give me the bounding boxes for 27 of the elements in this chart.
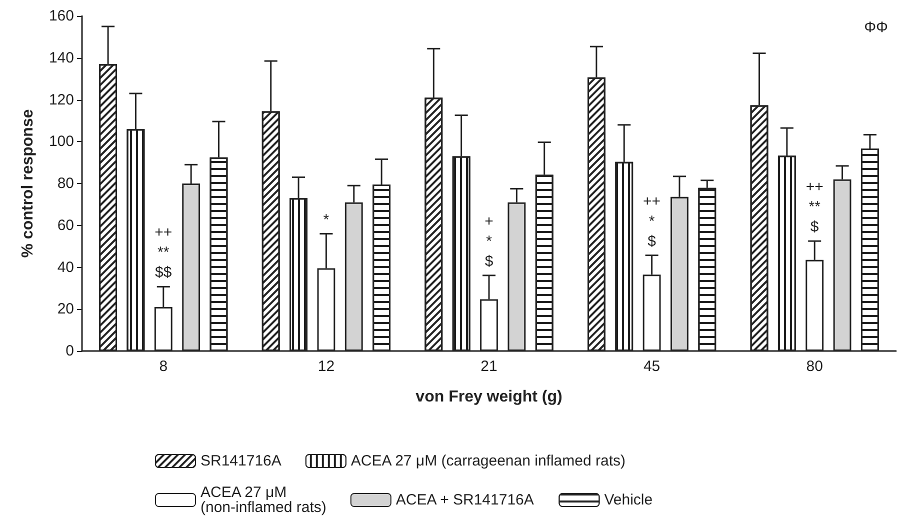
y-tick-label: 160 xyxy=(48,8,74,24)
annotation: ++ * $ xyxy=(643,192,661,250)
x-axis-title: von Frey weight (g) xyxy=(416,388,562,406)
x-tick-label: 80 xyxy=(806,358,823,375)
legend-label: ACEA + SR141716A xyxy=(396,492,534,508)
legend-label: ACEA 27 μM (non-inflamed rats) xyxy=(200,484,326,516)
y-tick-label: 140 xyxy=(48,49,74,66)
annotation: * xyxy=(323,211,330,228)
annotation: ΦΦ xyxy=(864,19,888,36)
y-axis-title: % control response xyxy=(20,109,36,258)
y-tick-label: 80 xyxy=(57,175,74,192)
legend-label: SR141716A xyxy=(200,452,282,470)
y-tick-label: 40 xyxy=(57,258,74,276)
legend-label: ACEA 27 μM (carrageenan inflamed rats) xyxy=(350,452,626,470)
y-tick-label: 60 xyxy=(57,216,74,234)
annotation: ++ ** $ xyxy=(806,178,824,236)
x-tick-label: 45 xyxy=(643,358,660,375)
x-tick-label: 8 xyxy=(159,358,168,375)
y-tick-label: 20 xyxy=(57,300,74,318)
x-tick-label: 21 xyxy=(480,358,498,375)
legend-label: Vehicle xyxy=(604,492,653,508)
x-tick-label: 12 xyxy=(318,358,335,375)
y-tick-label: 100 xyxy=(48,133,74,150)
annotation: + * $ xyxy=(484,212,494,270)
y-tick-label: 0 xyxy=(66,342,74,360)
annotation: ++ ** $$ xyxy=(154,224,172,282)
y-tick-label: 120 xyxy=(48,91,74,108)
